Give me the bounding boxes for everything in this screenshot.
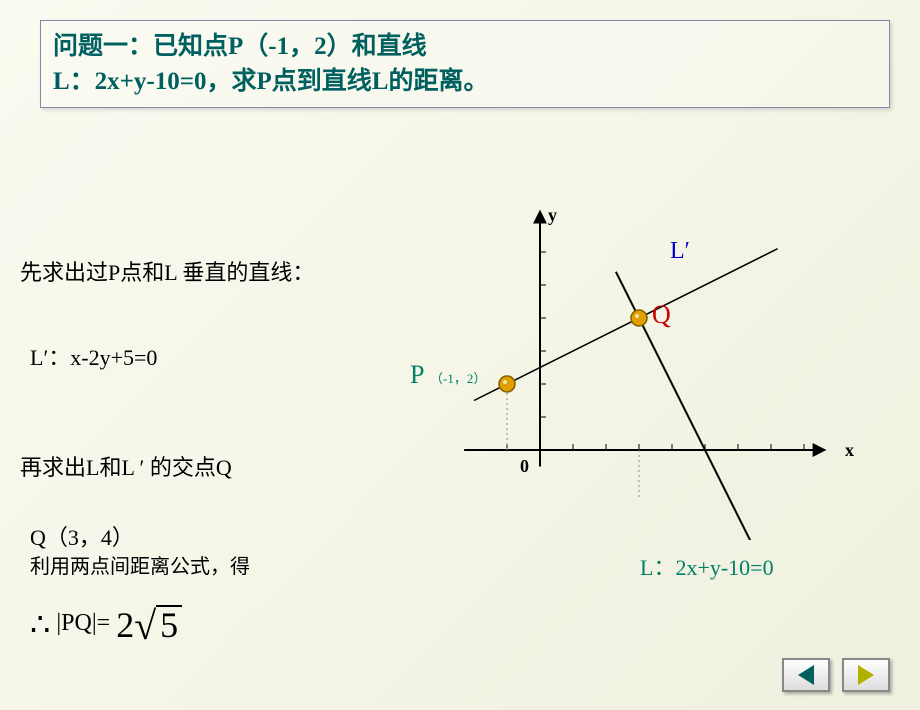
prev-icon bbox=[798, 665, 814, 685]
origin-label: 0 bbox=[520, 456, 529, 477]
lprime-title: L′ bbox=[670, 238, 690, 265]
title-box: 问题一：已知点P（-1，2）和直线 L：2x+y-10=0，求P点到直线L的距离… bbox=[40, 20, 890, 108]
title-line-1: 问题一：已知点P（-1，2）和直线 bbox=[53, 29, 877, 64]
coordinate-graph: y x 0 P （-1，2） Q L′ bbox=[390, 200, 880, 540]
y-axis-label: y bbox=[548, 205, 557, 226]
result-coef: 2 bbox=[116, 604, 134, 646]
step2-text: 再求出L和L ′ 的交点Q bbox=[20, 450, 232, 482]
next-icon bbox=[858, 665, 874, 685]
q-coords: Q（3，4） bbox=[30, 520, 134, 552]
point-q-label: Q bbox=[652, 300, 671, 330]
title-line-2: L：2x+y-10=0，求P点到直线L的距离。 bbox=[53, 64, 877, 99]
prev-button[interactable] bbox=[782, 658, 830, 692]
next-button[interactable] bbox=[842, 658, 890, 692]
line-l-equation: L：2x+y-10=0 bbox=[640, 550, 774, 582]
therefore-symbol: ∴ bbox=[30, 605, 50, 643]
sqrt-symbol: √ bbox=[134, 602, 156, 649]
x-axis-label: x bbox=[845, 440, 854, 461]
result-value: 2 √ 5 bbox=[116, 600, 182, 647]
step3-text: 利用两点间距离公式，得 bbox=[30, 550, 250, 579]
pq-label: |PQ|= bbox=[56, 610, 110, 637]
answer-row: ∴ |PQ|= 2 √ 5 bbox=[30, 600, 182, 647]
step1-text: 先求出过P点和L 垂直的直线： bbox=[20, 255, 314, 287]
lprime-equation: L′：x-2y+5=0 bbox=[30, 340, 157, 372]
point-p-label: P （-1，2） bbox=[410, 360, 486, 390]
result-radicand: 5 bbox=[156, 605, 182, 643]
